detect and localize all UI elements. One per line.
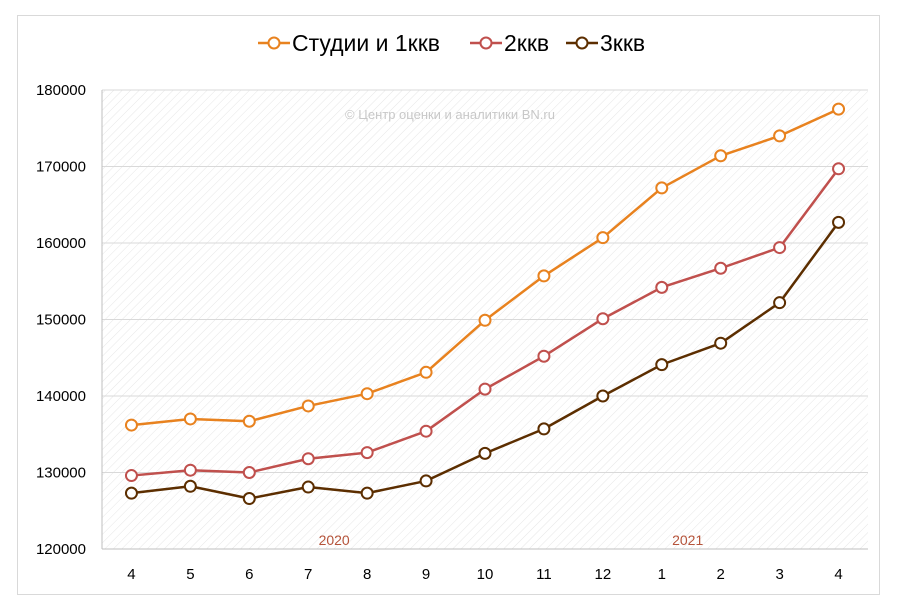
data-point <box>773 296 787 310</box>
data-point <box>655 181 669 195</box>
data-point <box>242 466 256 479</box>
data-point <box>655 358 669 372</box>
y-tick-label: 180000 <box>36 82 86 99</box>
data-point <box>124 469 138 483</box>
data-point <box>596 231 610 245</box>
data-point <box>419 474 433 488</box>
data-point <box>537 349 551 363</box>
data-point <box>183 412 197 426</box>
year-label: 2020 <box>319 532 350 548</box>
y-tick-label: 160000 <box>36 235 86 252</box>
data-point <box>301 452 315 466</box>
data-point <box>714 149 728 163</box>
x-tick-label: 8 <box>363 566 371 583</box>
data-point <box>242 414 256 428</box>
data-point <box>242 492 256 506</box>
legend-swatch-marker <box>575 36 589 50</box>
data-point <box>537 269 551 283</box>
data-point <box>183 479 197 493</box>
x-tick-label: 3 <box>775 566 783 583</box>
data-point <box>832 215 846 229</box>
legend-label: Студии и 1ккв <box>292 30 440 56</box>
x-tick-label: 10 <box>477 566 494 583</box>
x-tick-label: 7 <box>304 566 312 583</box>
legend-swatch-marker <box>267 36 281 50</box>
x-tick-label: 5 <box>186 566 194 583</box>
data-point <box>832 102 846 116</box>
data-point <box>478 446 492 460</box>
data-point <box>419 424 433 438</box>
legend-label: 3ккв <box>600 30 645 56</box>
y-tick-label: 140000 <box>36 388 86 405</box>
data-point <box>478 382 492 396</box>
legend-item-1: Студии и 1ккв <box>258 30 440 56</box>
legend-item-2: 2ккв <box>470 30 549 56</box>
x-tick-label: 6 <box>245 566 253 583</box>
data-point <box>596 312 610 326</box>
y-tick-label: 170000 <box>36 159 86 176</box>
data-point <box>478 313 492 327</box>
data-point <box>714 261 728 275</box>
data-point <box>124 418 138 432</box>
x-tick-label: 11 <box>536 566 552 583</box>
x-tick-label: 4 <box>127 566 135 583</box>
x-tick-label: 9 <box>422 566 430 583</box>
y-tick-label: 120000 <box>36 541 86 558</box>
series-2 <box>124 162 846 483</box>
data-point <box>537 422 551 436</box>
legend-swatch-marker <box>479 36 493 50</box>
x-tick-label: 2 <box>717 566 725 583</box>
data-point <box>773 129 787 143</box>
data-point <box>832 162 846 176</box>
data-point <box>360 446 374 460</box>
data-point <box>596 389 610 403</box>
data-point <box>360 486 374 500</box>
series-3 <box>124 215 846 506</box>
x-tick-label: 1 <box>658 566 666 583</box>
y-tick-label: 130000 <box>36 465 86 482</box>
data-point <box>773 241 787 255</box>
data-point <box>655 280 669 294</box>
y-tick-label: 150000 <box>36 312 86 329</box>
legend-item-3: 3ккв <box>566 30 645 56</box>
data-point <box>301 399 315 413</box>
watermark-text: © Центр оценки и аналитики BN.ru <box>345 107 555 122</box>
data-point <box>301 480 315 494</box>
data-point <box>360 387 374 401</box>
x-tick-label: 4 <box>834 566 842 583</box>
year-label: 2021 <box>672 532 703 548</box>
data-point <box>183 463 197 477</box>
x-tick-label: 12 <box>595 566 612 583</box>
series-1 <box>124 102 846 432</box>
data-point <box>124 486 138 500</box>
data-point <box>714 336 728 350</box>
data-point <box>419 365 433 379</box>
legend-label: 2ккв <box>504 30 549 56</box>
